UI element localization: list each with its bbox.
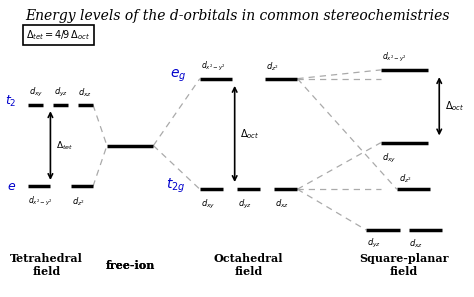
- Text: free-ion: free-ion: [106, 260, 155, 271]
- Text: $d_{xy}$: $d_{xy}$: [29, 86, 43, 99]
- Text: $d_{yz}$: $d_{yz}$: [238, 198, 252, 211]
- Text: $\Delta_{oct}$: $\Delta_{oct}$: [445, 99, 465, 113]
- Text: $t_2$: $t_2$: [5, 94, 16, 110]
- Text: $d_{yz}$: $d_{yz}$: [54, 86, 68, 99]
- Text: $d_{xz}$: $d_{xz}$: [410, 237, 423, 250]
- Text: $d_{z^2}$: $d_{z^2}$: [399, 172, 412, 185]
- Text: $d_{yz}$: $d_{yz}$: [366, 237, 381, 250]
- Text: $d_{z^2}$: $d_{z^2}$: [266, 60, 279, 73]
- Text: $\Delta_{tet}$: $\Delta_{tet}$: [56, 139, 73, 152]
- Text: $e_g$: $e_g$: [170, 68, 186, 84]
- Text: $t_{2g}$: $t_{2g}$: [166, 177, 186, 195]
- Text: $d_{x^2-y^2}$: $d_{x^2-y^2}$: [382, 51, 407, 64]
- Text: $d_{xz}$: $d_{xz}$: [78, 86, 92, 99]
- Text: $d_{xy}$: $d_{xy}$: [382, 151, 396, 165]
- Text: $d_{xy}$: $d_{xy}$: [201, 198, 215, 211]
- Text: $\Delta_{tet}=4/9\,\Delta_{oct}$: $\Delta_{tet}=4/9\,\Delta_{oct}$: [26, 28, 91, 42]
- Text: $d_{xz}$: $d_{xz}$: [275, 198, 289, 211]
- Text: Tetrahedral
field: Tetrahedral field: [10, 253, 83, 277]
- Text: $d_{x^2-y^2}$: $d_{x^2-y^2}$: [201, 60, 226, 73]
- Text: free-ion: free-ion: [106, 260, 155, 271]
- Text: $e$: $e$: [7, 180, 16, 193]
- Text: $d_{z^2}$: $d_{z^2}$: [72, 195, 85, 208]
- Text: Octahedral
field: Octahedral field: [214, 253, 283, 277]
- Text: $d_{x^2-y^2}$: $d_{x^2-y^2}$: [28, 195, 53, 208]
- Text: Energy levels of the d-orbitals in common stereochemistries: Energy levels of the d-orbitals in commo…: [25, 9, 449, 23]
- Text: $\Delta_{oct}$: $\Delta_{oct}$: [240, 127, 260, 141]
- Text: Square-planar
field: Square-planar field: [359, 253, 449, 277]
